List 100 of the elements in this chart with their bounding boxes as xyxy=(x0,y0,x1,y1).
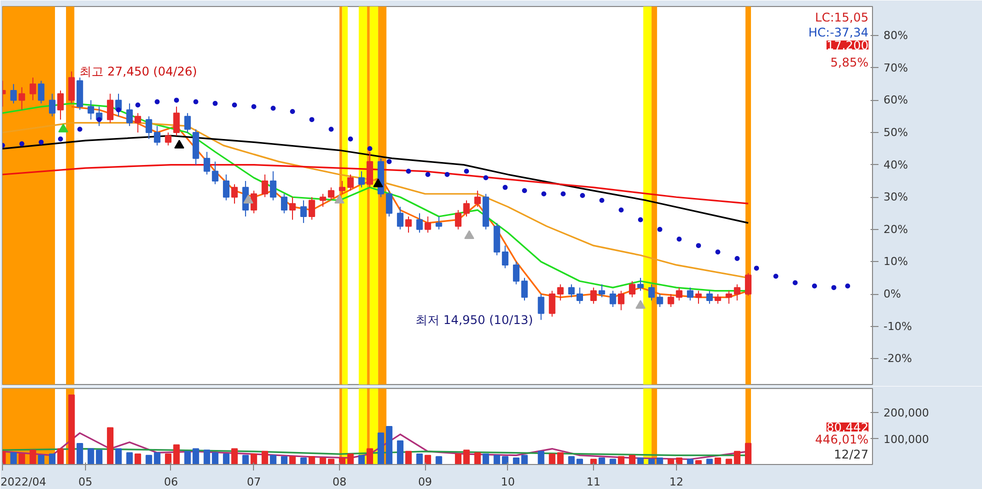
candlestick xyxy=(474,190,481,208)
candlestick xyxy=(270,170,276,201)
candlestick xyxy=(590,287,597,304)
point xyxy=(96,117,102,122)
y-tick-label: 10% xyxy=(884,255,908,268)
y-tick-label: 50% xyxy=(884,126,908,139)
bar xyxy=(300,457,307,464)
point xyxy=(328,126,334,132)
candlestick xyxy=(637,277,644,292)
annotation: 5,85% xyxy=(830,56,869,70)
point xyxy=(734,256,740,261)
point xyxy=(812,283,817,288)
candlestick xyxy=(48,93,56,117)
x-tick-label: 07 xyxy=(246,476,261,488)
candlestick xyxy=(212,161,218,185)
bar xyxy=(146,454,152,464)
candlestick xyxy=(618,290,624,311)
bar xyxy=(474,452,481,464)
bar xyxy=(18,454,26,464)
bar xyxy=(222,454,230,464)
point xyxy=(367,146,372,152)
x-tick-label: 09 xyxy=(418,476,432,488)
y-tick-label: -10% xyxy=(884,320,912,333)
candlestick xyxy=(204,151,210,175)
bar xyxy=(134,454,142,464)
point xyxy=(580,193,585,198)
point xyxy=(406,168,411,174)
bar xyxy=(637,457,644,464)
line-series xyxy=(2,134,750,224)
y-tick-label: 60% xyxy=(884,94,908,107)
candlestick xyxy=(358,170,365,188)
candlestick xyxy=(328,186,334,201)
candlestick xyxy=(386,190,392,217)
bar xyxy=(231,448,238,464)
bar xyxy=(598,457,606,464)
bar xyxy=(308,456,316,464)
bar xyxy=(115,448,122,464)
bar xyxy=(416,454,423,464)
candlestick xyxy=(576,287,583,304)
candlestick xyxy=(68,70,75,104)
point xyxy=(116,107,121,112)
candlestick xyxy=(502,245,508,269)
point xyxy=(58,124,68,132)
bar xyxy=(424,454,432,464)
candlestick xyxy=(734,284,740,301)
bar xyxy=(618,456,624,464)
x-tick-label: 06 xyxy=(164,476,178,488)
bar xyxy=(57,448,64,464)
bar xyxy=(48,454,56,464)
bar xyxy=(38,454,44,464)
bar xyxy=(289,456,296,464)
bar xyxy=(405,450,412,464)
bar xyxy=(96,450,102,464)
point xyxy=(464,168,469,174)
point xyxy=(243,194,254,204)
bar xyxy=(242,454,249,464)
bar xyxy=(262,450,268,464)
y-tick-label: 0% xyxy=(884,288,901,301)
y-tick-label: 20% xyxy=(884,222,908,236)
bar xyxy=(436,456,442,464)
point xyxy=(638,217,643,222)
point xyxy=(754,266,759,271)
point xyxy=(290,109,295,114)
bar xyxy=(106,427,114,464)
candlestick xyxy=(231,184,238,204)
bar xyxy=(568,456,575,464)
candlestick xyxy=(262,174,268,198)
point xyxy=(154,99,160,104)
candlestick xyxy=(686,287,694,301)
candlestick xyxy=(106,93,114,124)
candlestick xyxy=(714,294,722,304)
point xyxy=(232,102,237,108)
candlestick xyxy=(405,216,412,234)
point xyxy=(464,230,474,239)
candlestick xyxy=(250,190,258,214)
point xyxy=(636,300,646,309)
point xyxy=(135,102,140,108)
point xyxy=(334,194,344,204)
x-tick-label: 10 xyxy=(500,476,515,488)
candlestick xyxy=(744,272,752,296)
bar xyxy=(280,456,288,464)
bar xyxy=(212,452,218,464)
bar xyxy=(538,450,544,464)
bar xyxy=(30,450,36,464)
annotation: HC:-37,34 xyxy=(808,26,869,40)
candlestick xyxy=(280,193,288,214)
y-tick-label: 80% xyxy=(884,29,908,42)
point xyxy=(483,175,488,180)
point xyxy=(212,100,218,106)
candlestick xyxy=(676,287,682,301)
candlestick xyxy=(18,86,26,110)
y-tick-label: -20% xyxy=(884,352,912,366)
point xyxy=(541,191,546,196)
bar xyxy=(676,457,682,464)
bar xyxy=(76,443,84,464)
bar xyxy=(734,450,740,464)
candlestick xyxy=(173,106,180,136)
x-tick-label: 05 xyxy=(78,476,92,488)
point xyxy=(425,172,430,177)
annotation: LC:15,05 xyxy=(815,10,869,24)
